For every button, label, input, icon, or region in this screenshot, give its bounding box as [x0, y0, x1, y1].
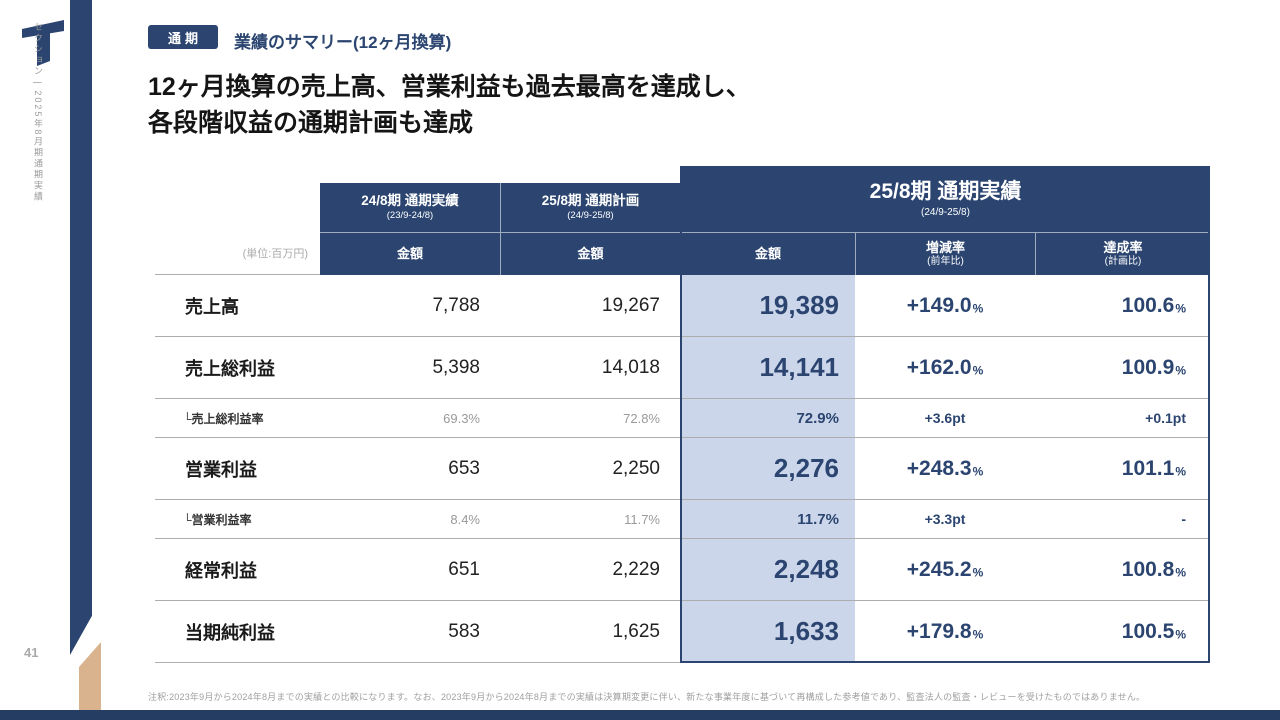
table-header-spacer: [155, 166, 320, 232]
column-header-title: 25/8期 通期計画: [541, 192, 640, 208]
slide-heading: 12ヶ月換算の売上高、営業利益も過去最高を達成し、 各段階収益の通期計画も達成: [148, 70, 751, 141]
subheader-achievement-rate: 達成率 (計画比): [1035, 232, 1210, 275]
bottom-accent-bar: [0, 710, 1280, 720]
subheader-amount-actual: 金額: [680, 232, 855, 275]
value-text: 100.8: [1121, 557, 1175, 581]
period-badge: 通期: [148, 25, 218, 49]
column-header-sub: (23/9-24/8): [386, 209, 434, 221]
value-text: +3.3pt: [924, 511, 966, 527]
achievement-value: 100.5%: [1035, 601, 1210, 663]
value-text: +3.6pt: [924, 410, 966, 426]
achievement-value: 100.9%: [1035, 337, 1210, 399]
value-unit: %: [972, 464, 984, 478]
subheader-amount-prev: 金額: [320, 232, 500, 275]
unit-note: (単位:百万円): [155, 232, 320, 275]
actual-value: 2,276: [680, 438, 855, 500]
section-title: 業績のサマリー(12ヶ月換算): [234, 33, 452, 52]
value-text: -: [1181, 511, 1186, 527]
prev-value: 651: [320, 539, 500, 601]
company-logo-icon: [22, 20, 64, 66]
value-text: 100.9: [1121, 355, 1175, 379]
achievement-value: 100.8%: [1035, 539, 1210, 601]
achievement-value: 100.6%: [1035, 275, 1210, 337]
left-navy-stripe: [70, 0, 92, 655]
prev-value: 653: [320, 438, 500, 500]
change-value: +149.0%: [855, 275, 1035, 337]
value-unit: %: [1175, 627, 1186, 641]
column-header-title: 25/8期 通期実績: [869, 180, 1022, 204]
value-text: +179.8: [906, 619, 972, 643]
page-number: 41: [24, 645, 39, 660]
results-table: 24/8期 通期実績 (23/9-24/8) 25/8期 通期計画 (24/9-…: [155, 166, 1210, 663]
footnote: 注釈:2023年9月から2024年8月までの実績との比較になります。なお、202…: [148, 692, 1146, 702]
change-value: +3.6pt: [855, 399, 1035, 438]
plan-value: 11.7%: [500, 500, 680, 539]
value-unit: %: [972, 565, 984, 579]
plan-value: 1,625: [500, 601, 680, 663]
slide-heading-line1: 12ヶ月換算の売上高、営業利益も過去最高を達成し、: [148, 73, 751, 101]
actual-value: 1,633: [680, 601, 855, 663]
row-label: 売上総利益: [155, 337, 320, 399]
column-header-plan: 25/8期 通期計画 (24/9-25/8): [500, 183, 680, 232]
slide-heading-line2: 各段階収益の通期計画も達成: [148, 108, 474, 137]
prev-value: 69.3%: [320, 399, 500, 438]
column-header-actual: 25/8期 通期実績 (24/9-25/8): [680, 166, 1210, 232]
row-label: └営業利益率: [155, 500, 320, 539]
plan-value: 2,250: [500, 438, 680, 500]
value-unit: %: [1175, 301, 1186, 315]
actual-value: 19,389: [680, 275, 855, 337]
column-header-sub: (24/9-25/8): [921, 206, 970, 218]
prev-value: 7,788: [320, 275, 500, 337]
change-value: +179.8%: [855, 601, 1035, 663]
value-unit: %: [1175, 464, 1186, 478]
row-label: 営業利益: [155, 438, 320, 500]
column-header-prev-actual: 24/8期 通期実績 (23/9-24/8): [320, 183, 500, 232]
value-text: +0.1pt: [1145, 410, 1186, 426]
prev-value: 5,398: [320, 337, 500, 399]
value-unit: %: [1175, 565, 1186, 579]
row-label: 当期純利益: [155, 601, 320, 663]
prev-value: 583: [320, 601, 500, 663]
change-value: +3.3pt: [855, 500, 1035, 539]
plan-value: 19,267: [500, 275, 680, 337]
actual-value: 11.7%: [680, 500, 855, 539]
value-unit: %: [1175, 363, 1186, 377]
prev-value: 8.4%: [320, 500, 500, 539]
value-text: 101.1: [1121, 456, 1175, 480]
column-header-title: 24/8期 通期実績: [361, 192, 459, 208]
achievement-value: +0.1pt: [1035, 399, 1210, 438]
row-label: 経常利益: [155, 539, 320, 601]
row-label: 売上高: [155, 275, 320, 337]
section-vertical-label: セクション | 2025年8月期通期実績: [33, 22, 43, 203]
change-value: +248.3%: [855, 438, 1035, 500]
achievement-value: -: [1035, 500, 1210, 539]
value-text: +149.0: [906, 293, 972, 317]
change-value: +162.0%: [855, 337, 1035, 399]
actual-value: 72.9%: [680, 399, 855, 438]
actual-value: 2,248: [680, 539, 855, 601]
plan-value: 72.8%: [500, 399, 680, 438]
value-text: +162.0: [906, 355, 972, 379]
plan-value: 2,229: [500, 539, 680, 601]
value-unit: %: [972, 301, 984, 315]
value-text: 100.5: [1121, 619, 1175, 643]
subheader-amount-plan: 金額: [500, 232, 680, 275]
value-text: 100.6: [1121, 293, 1175, 317]
plan-value: 14,018: [500, 337, 680, 399]
column-header-sub: (24/9-25/8): [567, 209, 614, 221]
left-tan-stripe: [79, 642, 101, 720]
value-unit: %: [972, 363, 984, 377]
change-value: +245.2%: [855, 539, 1035, 601]
value-unit: %: [972, 627, 984, 641]
actual-value: 14,141: [680, 337, 855, 399]
value-text: +248.3: [906, 456, 972, 480]
row-label: └売上総利益率: [155, 399, 320, 438]
value-text: +245.2: [906, 557, 972, 581]
subheader-change-rate: 増減率 (前年比): [855, 232, 1035, 275]
achievement-value: 101.1%: [1035, 438, 1210, 500]
